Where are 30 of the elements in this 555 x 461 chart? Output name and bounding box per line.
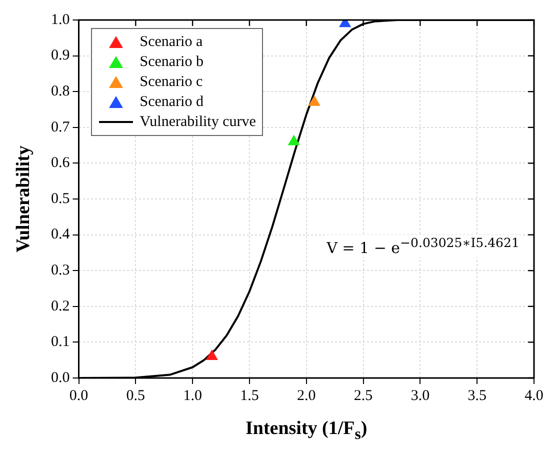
- point: [308, 95, 320, 106]
- point: [288, 134, 300, 146]
- x-tick-label: 2.0: [297, 388, 316, 404]
- x-tick-label: 1.5: [240, 388, 259, 404]
- legend-label: Scenario b: [140, 53, 204, 72]
- x-tick-label: 4.0: [524, 388, 544, 404]
- x-tick-label: 2.5: [354, 388, 373, 404]
- y-tick-label: 0.7: [51, 119, 70, 136]
- y-axis-title: Vulnerability: [13, 146, 35, 252]
- y-tick-label: 0.2: [51, 298, 70, 314]
- y-tick-label: 0.5: [51, 190, 70, 207]
- x-tick-label: 3.5: [468, 388, 486, 404]
- y-tick-label: 0.0: [51, 370, 70, 386]
- x-tick-label: 3.0: [410, 388, 430, 404]
- y-tick-label: 0.3: [51, 262, 70, 279]
- legend-label: Scenario d: [140, 93, 204, 112]
- y-tick-label: 0.1: [51, 334, 70, 350]
- x-tick-label: 0.0: [69, 388, 88, 404]
- legend-label: Scenario a: [140, 33, 203, 52]
- point: [206, 350, 218, 360]
- y-tick-label: 1.0: [51, 12, 70, 28]
- y-tick-label: 0.8: [51, 84, 70, 100]
- y-tick-label: 0.9: [51, 48, 70, 64]
- x-axis-title: Intensity (1/F$_{s}$): [244, 418, 368, 444]
- y-tick-label: 0.6: [51, 155, 70, 172]
- x-tick-label: 1.0: [183, 388, 202, 404]
- x-tick-label: 0.5: [126, 388, 146, 404]
- legend-label: Scenario c: [140, 73, 203, 92]
- y-tick-label: 0.4: [51, 226, 70, 243]
- legend-label: Vulnerability curve: [140, 113, 256, 132]
